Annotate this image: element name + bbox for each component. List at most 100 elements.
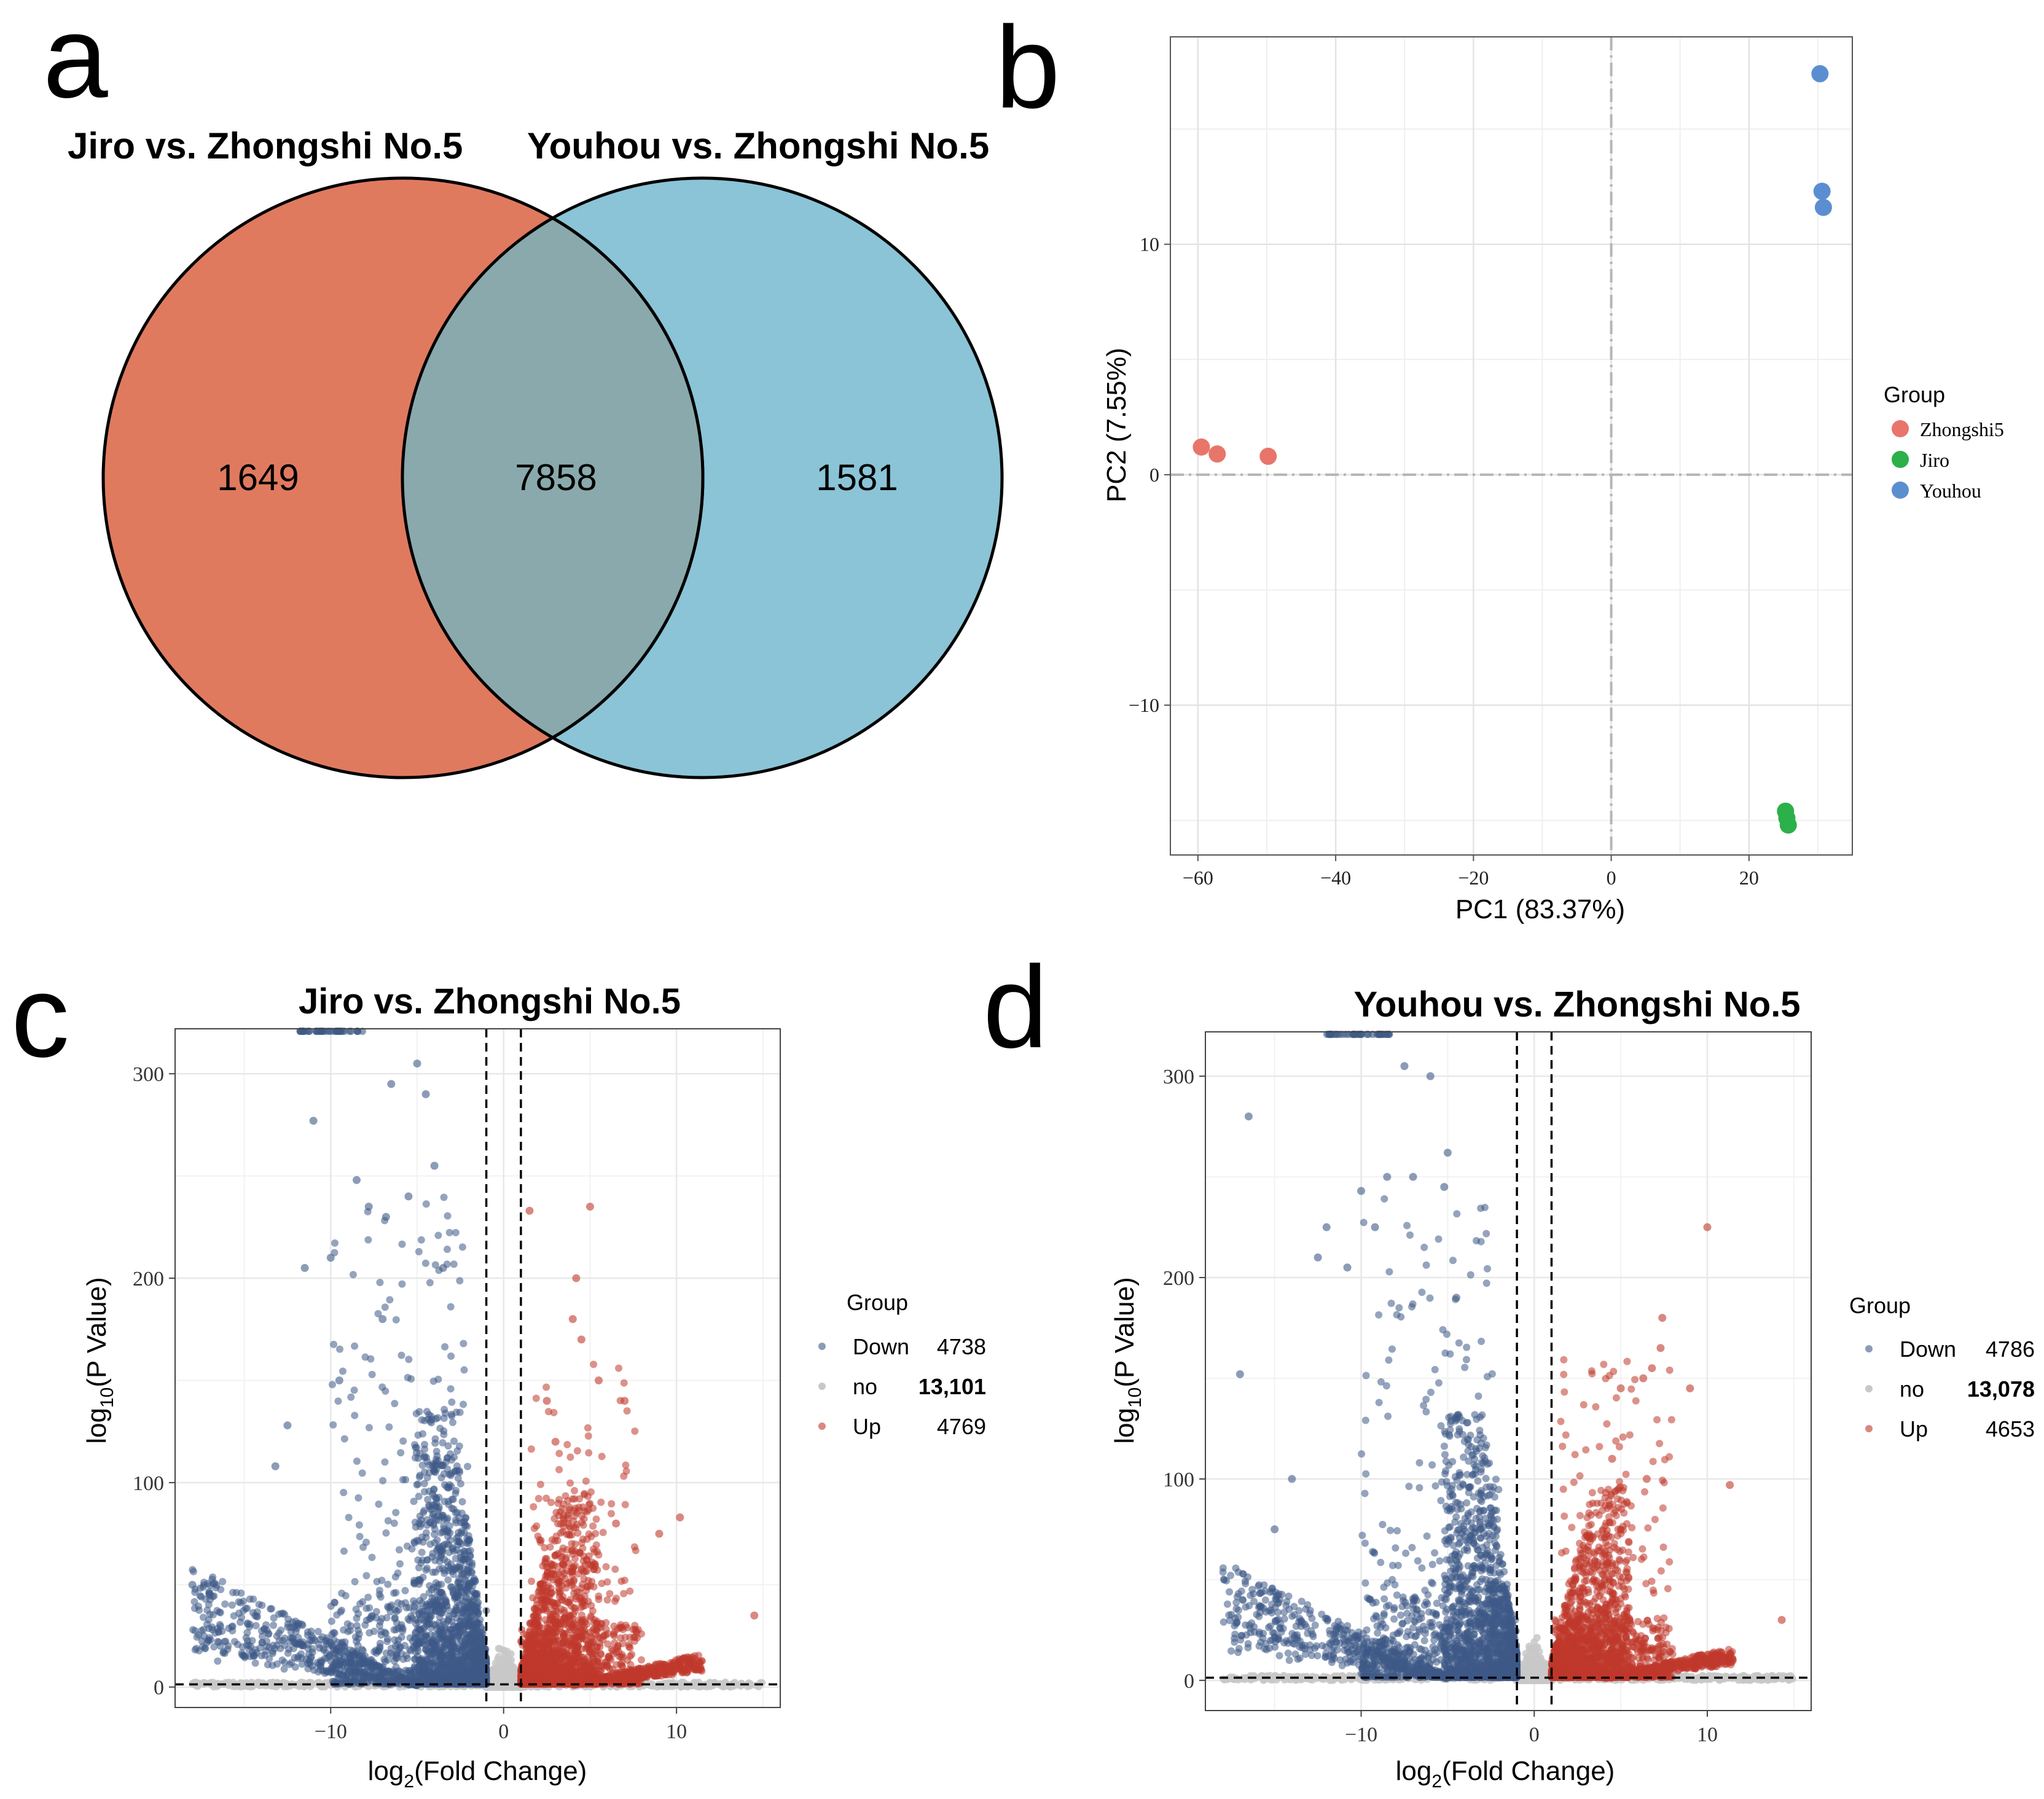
volcano-c-point-down (372, 1649, 380, 1657)
volcano-c-point-down (402, 1476, 410, 1484)
volcano-c-point-down (407, 1375, 415, 1383)
volcano-c-point-down (382, 1649, 390, 1657)
volcano-c-point-down (305, 1657, 313, 1664)
volcano-c-point-down (354, 1494, 362, 1502)
pca-y-tick-label: −10 (1129, 694, 1159, 716)
volcano-c-point-down (315, 1668, 323, 1676)
volcano-c-point-down (425, 1411, 433, 1419)
volcano-c-point-down (426, 1279, 434, 1287)
volcano-c-point-down (392, 1316, 400, 1324)
volcano-c-point-down (326, 1638, 334, 1646)
volcano-c-point-down (444, 1576, 452, 1584)
volcano-c-point-down (222, 1637, 230, 1645)
volcano-c-point-down (260, 1625, 268, 1633)
pca-legend-key-jiro (1892, 451, 1909, 468)
pca-legend-label-jiro: Jiro (1920, 449, 1949, 471)
volcano-c-point-down (450, 1566, 458, 1574)
volcano-c-point-down (343, 1620, 351, 1628)
volcano-c-point-down (294, 1634, 302, 1642)
volcano-c-point-down (460, 1366, 468, 1374)
panel-a: a Jiro vs. Zhongshi No.5 Youhou vs. Zhon… (43, 0, 1004, 779)
volcano-c-point-down (376, 1643, 384, 1651)
volcano-c-point-down (258, 1639, 266, 1647)
volcano-c-point-down (381, 1458, 389, 1466)
volcano-c-point-down (204, 1580, 212, 1588)
venn-left-title: Jiro vs. Zhongshi No.5 (68, 125, 463, 166)
volcano-c-point-down (212, 1583, 220, 1591)
volcano-c-point-down (378, 1615, 386, 1623)
volcano-c-point-down (415, 1610, 423, 1618)
venn-right-title: Youhou vs. Zhongshi No.5 (527, 125, 989, 166)
pca-y-label: PC2 (7.55%) (1102, 348, 1132, 502)
volcano-c-point-down (347, 1646, 354, 1654)
volcano-c-point-down (418, 1548, 426, 1556)
volcano-c-point-down (246, 1595, 254, 1603)
volcano-c-point-down (464, 1532, 472, 1540)
pca-legend-title: Group (1884, 382, 1945, 407)
volcano-c-point-down (390, 1657, 398, 1665)
volcano-c-point-down (431, 1594, 439, 1602)
volcano-c-point-down (294, 1652, 302, 1660)
volcano-c-point-down (397, 1600, 405, 1608)
volcano-c-point-down (410, 1666, 418, 1674)
volcano-c-point-down (452, 1408, 460, 1416)
volcano-c-title: Jiro vs. Zhongshi No.5 (299, 981, 681, 1021)
volcano-c-point-no (501, 1651, 509, 1659)
volcano-c-point-down (334, 1397, 342, 1405)
volcano-c-point-up (589, 1522, 597, 1530)
volcano-c-point-down (431, 1631, 439, 1639)
volcano-c-point-down (436, 1543, 444, 1551)
pca-point-youhou (1811, 65, 1829, 83)
volcano-c-point-down (450, 1453, 458, 1461)
pca-point-zhongshi5 (1192, 438, 1210, 456)
volcano-c-point-down (391, 1615, 399, 1623)
volcano-c-point-down (423, 1473, 431, 1481)
volcano-c-point-down (450, 1260, 458, 1268)
volcano-c-point-down (472, 1591, 480, 1599)
volcano-c-point-down (412, 1410, 420, 1418)
volcano-c-point-down (415, 1564, 423, 1572)
volcano-c-point-down (340, 1435, 348, 1443)
volcano-c-point-down (375, 1586, 383, 1594)
volcano-c-point-down (410, 1597, 418, 1605)
volcano-c-point-down (468, 1562, 476, 1570)
volcano-c-point-down (379, 1477, 387, 1485)
volcano-c-point-down (210, 1643, 218, 1651)
volcano-c-point-down (416, 1658, 424, 1666)
volcano-c-point-down (349, 1271, 357, 1279)
volcano-c-point-down (258, 1601, 266, 1609)
volcano-c-point-down (463, 1631, 471, 1639)
volcano-c-point-down (417, 1236, 425, 1244)
volcano-c-point-down (320, 1646, 328, 1654)
volcano-c-point-down (359, 1543, 367, 1551)
volcano-c-point-down (450, 1643, 458, 1651)
volcano-c-point-down (423, 1458, 431, 1465)
volcano-c-point-down (452, 1509, 460, 1517)
volcano-c-point-down (429, 1568, 437, 1576)
volcano-c-point-down (431, 1501, 439, 1509)
volcano-c-point-down (315, 1660, 323, 1668)
volcano-c-point-down (351, 1578, 359, 1586)
volcano-c-point-down (235, 1598, 243, 1606)
volcano-c-point-down (353, 1621, 361, 1629)
volcano-c-point-down (448, 1631, 456, 1639)
volcano-c-point-down (451, 1467, 459, 1475)
volcano-c-point-down (460, 1400, 468, 1408)
volcano-c-point-down (450, 1662, 458, 1670)
volcano-c-point-down (340, 1679, 348, 1687)
volcano-c-point-down (375, 1500, 383, 1508)
volcano-c-point-down (350, 1386, 358, 1394)
volcano-c-point-down (353, 1614, 361, 1622)
volcano-c-point-down (431, 1261, 439, 1269)
volcano-c-point-no (491, 1659, 499, 1667)
venn-overlap-count: 7858 (515, 457, 597, 498)
volcano-c-point-no (490, 1667, 498, 1675)
volcano-c-point-down (413, 1481, 421, 1489)
volcano-c-point-no (495, 1652, 503, 1660)
volcano-c-point-no (507, 1682, 515, 1690)
volcano-c-point-down (390, 1520, 398, 1528)
volcano-c-point-down (457, 1583, 465, 1591)
volcano-c-point-down (329, 1421, 337, 1429)
